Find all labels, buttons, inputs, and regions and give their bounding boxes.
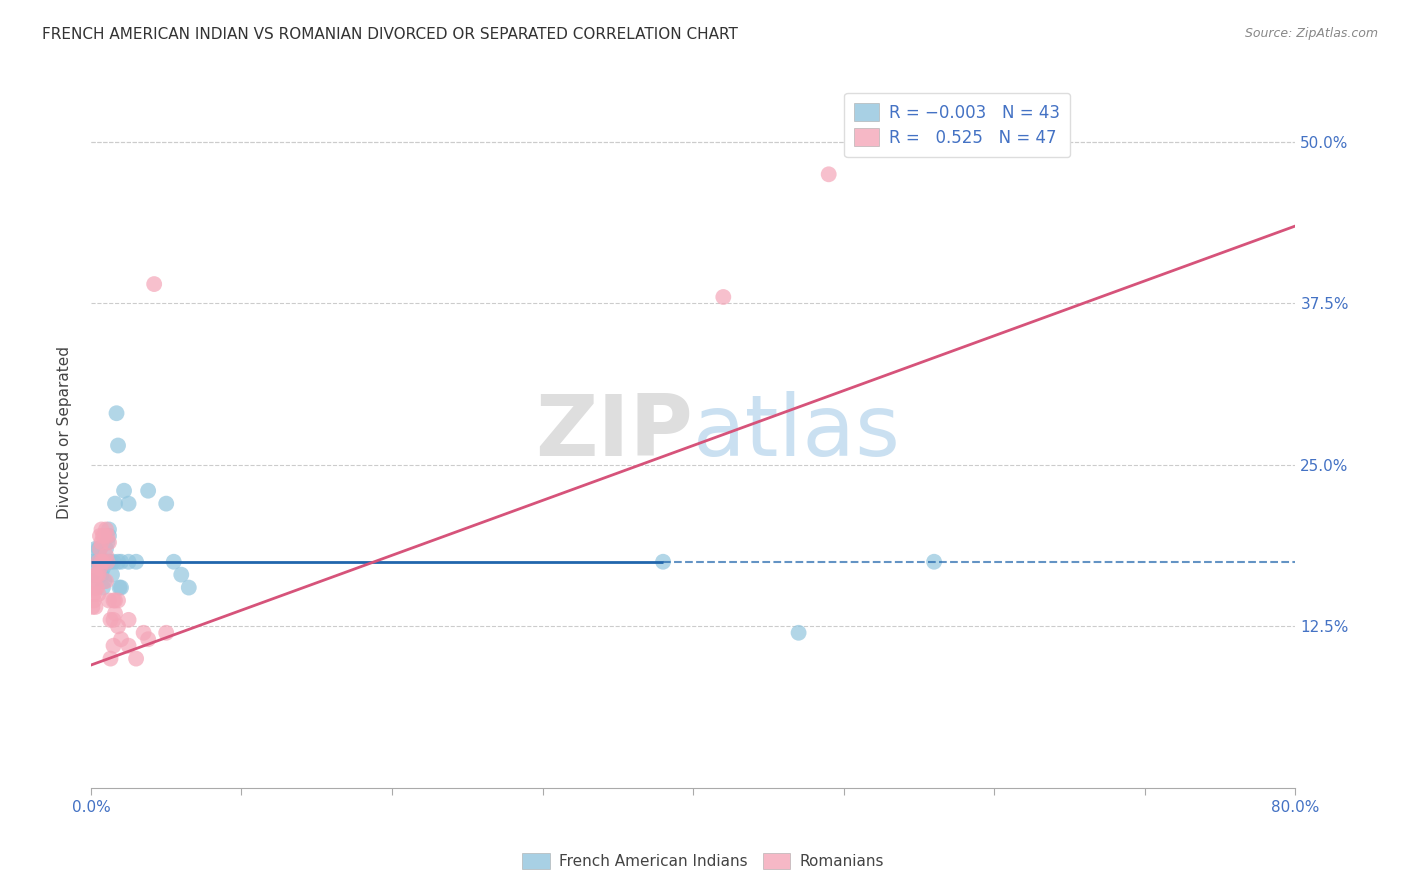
Point: [96, 555, 118, 569]
Point: [86, 567, 108, 582]
Point: [98, 529, 121, 543]
Point: [103, 639, 125, 653]
Point: [110, 632, 132, 647]
Point: [93, 555, 115, 569]
Point: [177, 581, 200, 595]
Point: [117, 555, 139, 569]
Point: [82, 599, 104, 614]
Point: [136, 483, 159, 498]
Point: [84, 567, 107, 582]
Point: [86, 581, 108, 595]
Point: [104, 497, 127, 511]
Point: [103, 613, 125, 627]
Point: [98, 535, 121, 549]
Point: [91, 561, 114, 575]
Point: [136, 632, 159, 647]
Point: [82, 555, 104, 569]
Point: [105, 406, 128, 420]
Point: [91, 581, 114, 595]
Point: [922, 555, 945, 569]
Point: [100, 613, 122, 627]
Point: [107, 438, 129, 452]
Point: [87, 567, 110, 582]
Point: [170, 567, 193, 582]
Point: [107, 619, 129, 633]
Point: [787, 625, 810, 640]
Point: [83, 587, 105, 601]
Point: [117, 497, 139, 511]
Point: [94, 549, 117, 563]
Point: [110, 581, 132, 595]
Point: [98, 593, 121, 607]
Point: [87, 555, 110, 569]
Point: [711, 290, 734, 304]
Point: [84, 581, 107, 595]
Point: [94, 574, 117, 588]
Point: [90, 567, 112, 582]
Point: [96, 529, 118, 543]
Point: [94, 555, 117, 569]
Point: [652, 555, 675, 569]
Point: [86, 567, 108, 582]
Point: [91, 555, 114, 569]
Point: [103, 593, 125, 607]
Point: [91, 529, 114, 543]
Point: [125, 651, 148, 665]
Point: [89, 541, 111, 556]
Point: [112, 483, 135, 498]
Point: [94, 523, 117, 537]
Point: [101, 567, 124, 582]
Point: [82, 581, 104, 595]
Y-axis label: Divorced or Separated: Divorced or Separated: [58, 346, 72, 519]
Text: Source: ZipAtlas.com: Source: ZipAtlas.com: [1244, 27, 1378, 40]
Point: [107, 593, 129, 607]
Point: [96, 555, 118, 569]
Point: [103, 555, 125, 569]
Point: [107, 555, 129, 569]
Point: [155, 625, 177, 640]
Point: [96, 535, 118, 549]
Point: [110, 555, 132, 569]
Point: [98, 523, 121, 537]
Point: [86, 555, 108, 569]
Point: [90, 555, 112, 569]
Point: [100, 651, 122, 665]
Point: [87, 541, 110, 556]
Point: [87, 555, 110, 569]
Point: [104, 593, 127, 607]
Point: [89, 529, 111, 543]
Point: [89, 561, 111, 575]
Point: [89, 541, 111, 556]
Point: [100, 555, 122, 569]
Point: [90, 523, 112, 537]
Point: [84, 599, 107, 614]
Point: [87, 587, 110, 601]
Text: atlas: atlas: [693, 391, 901, 474]
Point: [90, 535, 112, 549]
Point: [108, 581, 131, 595]
Point: [104, 607, 127, 621]
Legend: French American Indians, Romanians: French American Indians, Romanians: [516, 847, 890, 875]
Text: ZIP: ZIP: [536, 391, 693, 474]
Point: [155, 497, 177, 511]
Point: [143, 277, 166, 291]
Point: [93, 529, 115, 543]
Point: [117, 639, 139, 653]
Point: [83, 593, 105, 607]
Text: FRENCH AMERICAN INDIAN VS ROMANIAN DIVORCED OR SEPARATED CORRELATION CHART: FRENCH AMERICAN INDIAN VS ROMANIAN DIVOR…: [42, 27, 738, 42]
Point: [84, 541, 107, 556]
Point: [93, 574, 115, 588]
Point: [89, 555, 111, 569]
Point: [125, 555, 148, 569]
Point: [117, 613, 139, 627]
Point: [163, 555, 186, 569]
Legend: R = −0.003   N = 43, R =   0.525   N = 47: R = −0.003 N = 43, R = 0.525 N = 47: [845, 93, 1070, 157]
Point: [94, 541, 117, 556]
Point: [132, 625, 155, 640]
Point: [83, 574, 105, 588]
Point: [817, 167, 839, 181]
Point: [90, 555, 112, 569]
